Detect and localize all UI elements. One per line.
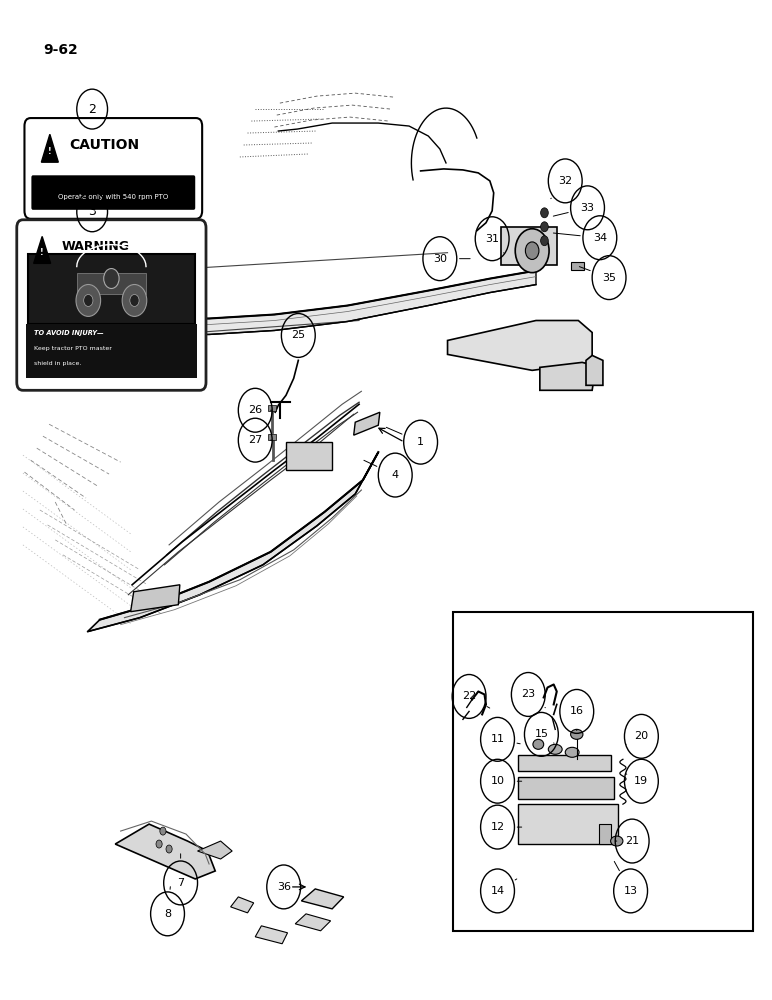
Text: 14: 14: [490, 886, 505, 896]
Bar: [28, 254, 195, 324]
Circle shape: [526, 242, 539, 259]
Text: 34: 34: [593, 233, 607, 243]
Polygon shape: [301, 889, 344, 909]
Text: 19: 19: [635, 776, 648, 786]
Text: 23: 23: [521, 689, 535, 699]
Circle shape: [540, 208, 548, 218]
Text: 20: 20: [635, 731, 648, 741]
Text: 25: 25: [291, 330, 306, 340]
Polygon shape: [256, 926, 287, 944]
Bar: [269, 434, 276, 440]
Circle shape: [122, 285, 147, 316]
Circle shape: [76, 285, 100, 316]
Circle shape: [83, 294, 93, 306]
Text: 12: 12: [490, 822, 505, 832]
Text: 32: 32: [558, 176, 572, 186]
Polygon shape: [599, 824, 611, 844]
Circle shape: [103, 269, 119, 288]
Text: 13: 13: [624, 886, 638, 896]
Polygon shape: [130, 585, 180, 612]
Text: !: !: [48, 147, 52, 156]
Bar: [571, 262, 584, 270]
Text: Operate only with 540 rpm PTO: Operate only with 540 rpm PTO: [58, 194, 168, 200]
FancyBboxPatch shape: [17, 220, 206, 390]
Text: !: !: [40, 248, 44, 257]
Text: 27: 27: [248, 435, 262, 445]
Bar: [269, 405, 276, 411]
Polygon shape: [586, 355, 603, 385]
Text: 9-62: 9-62: [44, 43, 79, 57]
Ellipse shape: [565, 747, 579, 757]
Circle shape: [156, 840, 162, 848]
Text: shield in place.: shield in place.: [35, 361, 82, 366]
Ellipse shape: [611, 836, 623, 846]
Text: 22: 22: [462, 691, 476, 701]
Text: 35: 35: [602, 273, 616, 283]
Text: 4: 4: [391, 470, 399, 480]
Bar: [453, 612, 753, 931]
Text: 1: 1: [417, 437, 424, 447]
FancyBboxPatch shape: [25, 118, 202, 219]
Text: 36: 36: [276, 882, 291, 892]
Polygon shape: [448, 320, 592, 370]
Text: 15: 15: [534, 729, 548, 739]
Bar: [518, 777, 615, 799]
Ellipse shape: [571, 729, 583, 739]
Text: 3: 3: [88, 205, 96, 218]
Polygon shape: [42, 134, 59, 162]
Text: CAUTION: CAUTION: [69, 138, 139, 152]
Text: 30: 30: [433, 254, 447, 264]
Text: 2: 2: [88, 103, 96, 116]
Text: 31: 31: [485, 234, 499, 244]
Bar: [501, 227, 557, 265]
Bar: [286, 442, 332, 470]
Circle shape: [166, 845, 172, 853]
Text: 8: 8: [164, 909, 171, 919]
Circle shape: [130, 294, 139, 306]
Circle shape: [540, 222, 548, 232]
Text: 7: 7: [177, 878, 185, 888]
Polygon shape: [115, 824, 215, 879]
Text: Keep tractor PTO master: Keep tractor PTO master: [35, 346, 113, 351]
Polygon shape: [151, 271, 536, 334]
Ellipse shape: [548, 744, 562, 754]
Text: WARNING: WARNING: [62, 240, 130, 253]
Ellipse shape: [533, 739, 543, 749]
Polygon shape: [34, 236, 51, 263]
FancyBboxPatch shape: [32, 175, 195, 210]
Text: 33: 33: [581, 203, 594, 213]
Text: 10: 10: [490, 776, 505, 786]
Polygon shape: [231, 897, 254, 913]
Bar: [518, 755, 611, 771]
Circle shape: [540, 236, 548, 246]
Bar: [518, 804, 618, 844]
Circle shape: [160, 827, 166, 835]
Polygon shape: [540, 362, 594, 390]
Circle shape: [515, 229, 549, 273]
Text: 16: 16: [570, 706, 584, 716]
Polygon shape: [354, 412, 380, 435]
Text: 21: 21: [625, 836, 639, 846]
Polygon shape: [198, 841, 232, 859]
Text: 26: 26: [248, 405, 262, 415]
Polygon shape: [295, 914, 330, 931]
Polygon shape: [87, 452, 378, 632]
Text: TO AVOID INJURY—: TO AVOID INJURY—: [35, 330, 104, 336]
Bar: [26, 324, 197, 378]
Text: 11: 11: [490, 734, 505, 744]
Bar: [76, 273, 146, 294]
